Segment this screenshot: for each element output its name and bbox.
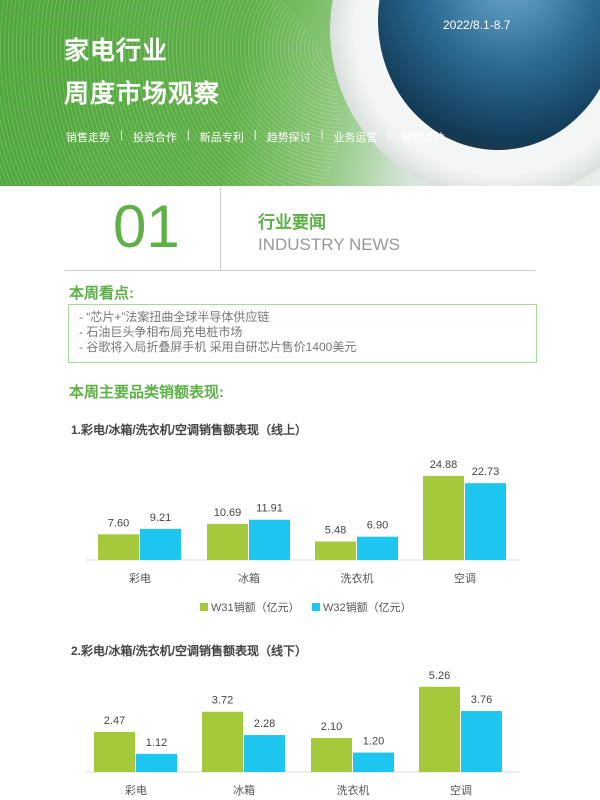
bar (353, 752, 394, 772)
chart2-title: 2.彩电/冰箱/洗衣机/空调销售额表现（线下） (71, 644, 308, 658)
nav-item[interactable]: 投资合作 (132, 132, 177, 144)
data-label: 3.72 (212, 695, 233, 707)
legend-label: W32销额（亿元） (323, 600, 412, 614)
bar (207, 523, 248, 560)
data-label: 10.69 (214, 507, 242, 519)
data-label: 22.73 (472, 466, 500, 478)
nav-separator: | (120, 129, 123, 141)
chart-online: 7.60 9.21 彩电 10.69 11.91 冰箱 5.48 6.90 洗衣机 24.88 22… (85, 459, 520, 614)
sales-heading: 本周主要品类销额表现: (69, 384, 224, 401)
data-label: 7.60 (108, 517, 129, 529)
data-label: 1.20 (363, 736, 384, 748)
nav-item[interactable]: 新品专利 (199, 132, 244, 144)
nav-item[interactable]: 销售走势 (66, 132, 110, 144)
divider (220, 188, 221, 270)
category-label: 洗衣机 (337, 783, 370, 797)
category-label: 空调 (450, 783, 472, 797)
category-label: 洗衣机 (341, 571, 374, 585)
bar (315, 541, 356, 560)
legend-label: W31销额（亿元） (211, 600, 300, 614)
nav-separator: | (387, 129, 391, 141)
data-label: 5.26 (429, 670, 450, 682)
category-label: 彩电 (125, 784, 147, 797)
bar (461, 711, 502, 772)
nav-item[interactable]: 趋势探讨 (266, 132, 311, 144)
news-item[interactable]: - 谷歌将入局折叠屏手机 采用自研芯片售价1400美元 (79, 340, 357, 354)
bar (244, 735, 285, 772)
legend-swatch (200, 603, 208, 611)
chart1-title: 1.彩电/冰箱/洗衣机/空调销售额表现（线上） (71, 423, 308, 437)
divider (65, 270, 535, 271)
bar (140, 528, 181, 560)
data-label: 2.28 (254, 718, 275, 730)
highlights-heading: 本周看点: (69, 285, 134, 302)
nav-separator: | (320, 129, 324, 141)
category-label: 冰箱 (233, 783, 255, 797)
section-number: 01 (113, 193, 180, 260)
data-label: 24.88 (430, 459, 458, 471)
bar (423, 475, 464, 560)
category-label: 冰箱 (238, 571, 260, 585)
decorative-stripes (0, 0, 340, 186)
bar (98, 534, 139, 560)
bar (311, 737, 352, 772)
data-label: 3.76 (471, 694, 492, 706)
legend-swatch (312, 603, 320, 611)
bar (202, 711, 243, 772)
nav-separator: | (186, 129, 190, 141)
nav-bar: 销售走势 | 投资合作 | 新品专利 | 趋势探讨 | 业务运营 | 营销活动 (66, 129, 454, 145)
news-item[interactable]: - “芯片+”法案扭曲全球半导体供应链 (79, 310, 270, 324)
bar (419, 686, 460, 772)
nav-item[interactable]: 业务运营 (333, 132, 378, 144)
section-title: 行业要闻 (258, 213, 326, 232)
chart-offline: 2.47 1.12 彩电 3.72 2.28 冰箱 2.10 1.20 洗衣机 5.26 3.76 空… (85, 670, 520, 797)
news-item[interactable]: - 石油巨头争相布局充电桩市场 (79, 325, 243, 339)
data-label: 6.90 (367, 520, 388, 532)
header-banner: 家电行业 周度市场观察 2022/8.1-8.7 销售走势 | 投资合作 | 新品专利 |… (0, 0, 600, 186)
highlights-box: - “芯片+”法案扭曲全球半导体供应链 - 石油巨头争相布局充电桩市场 - 谷歌… (68, 304, 537, 363)
data-label: 2.10 (321, 721, 342, 733)
bar (249, 519, 290, 560)
section-subtitle: INDUSTRY NEWS (258, 235, 401, 254)
nav-item[interactable]: 营销活动 (400, 132, 445, 144)
category-label: 空调 (454, 571, 476, 585)
bar (136, 753, 177, 772)
date-range: 2022/8.1-8.7 (443, 18, 511, 32)
data-label: 9.21 (150, 512, 171, 524)
data-label: 1.12 (146, 737, 167, 749)
category-label: 彩电 (129, 572, 151, 585)
bar (465, 483, 506, 560)
bar (94, 731, 135, 772)
title-line2: 周度市场观察 (64, 80, 221, 108)
bar (357, 536, 398, 560)
data-label: 5.48 (325, 524, 346, 536)
nav-separator: | (253, 129, 257, 141)
data-label: 11.91 (256, 503, 283, 515)
data-label: 2.47 (104, 715, 125, 727)
title-line1: 家电行业 (64, 37, 169, 65)
